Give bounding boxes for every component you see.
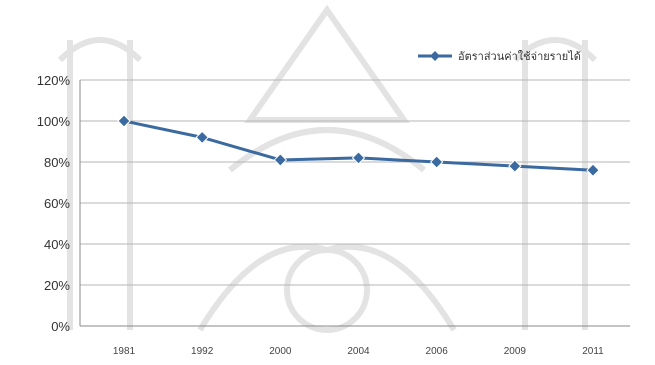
y-tick-label: 40%	[44, 237, 70, 252]
data-point-marker	[429, 155, 444, 169]
y-tick-label: 80%	[44, 155, 70, 170]
data-point-marker	[117, 114, 131, 128]
plot-area: 0% 20% 40% 60% 80% 100% 120% 1981 1992 2000 2004 20…	[37, 50, 630, 357]
legend-marker-swatch	[430, 51, 440, 61]
x-tick-label: 2006	[426, 346, 449, 357]
x-tick-label: 2009	[504, 346, 527, 357]
data-point-marker	[508, 159, 522, 173]
y-tick-label: 100%	[37, 114, 71, 129]
y-tick-label: 0%	[51, 319, 70, 334]
data-point-marker	[273, 153, 288, 167]
x-tick-label: 2000	[269, 346, 292, 357]
x-tick-label: 2004	[347, 346, 370, 357]
y-tick-label: 120%	[37, 73, 71, 88]
data-point-marker	[351, 151, 366, 165]
data-point-marker	[195, 130, 209, 145]
y-tick-label: 20%	[44, 278, 70, 293]
x-tick-label: 2011	[582, 346, 604, 357]
legend-label: อัตราส่วนค่าใช้จ่ายรายได้	[458, 50, 581, 63]
data-point-marker	[586, 163, 600, 177]
x-tick-label: 1992	[191, 346, 214, 357]
y-tick-label: 60%	[44, 196, 70, 211]
x-tick-label: 1981	[113, 346, 136, 357]
